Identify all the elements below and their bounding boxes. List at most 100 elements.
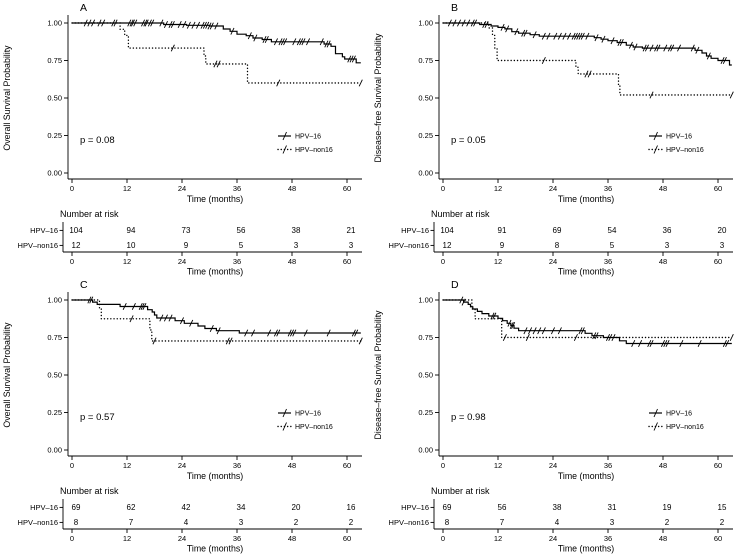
x-tick-label: 12 — [494, 461, 502, 470]
risk-count: 104 — [440, 226, 454, 235]
censor-tick — [663, 340, 668, 347]
censor-tick — [278, 38, 283, 46]
censor-tick — [605, 334, 611, 341]
risk-x-tick-label: 0 — [70, 534, 74, 543]
panel-letter: B — [451, 2, 458, 14]
y-axis-title: Overall Survival Probability — [2, 322, 12, 428]
censor-tick — [722, 340, 727, 347]
censor-tick — [141, 19, 146, 27]
legend-item: HPV–16 — [649, 131, 692, 141]
risk-count: 91 — [498, 226, 507, 235]
risk-x-tick-label: 0 — [441, 534, 445, 543]
risk-count: 3 — [720, 241, 725, 250]
risk-time-axis-title: Time (months) — [558, 267, 614, 277]
censor-tick — [113, 19, 118, 27]
km-series-hpvnon16 — [71, 22, 363, 87]
censor-tick — [216, 60, 221, 68]
censor-tick — [101, 19, 106, 27]
x-tick-label: 36 — [233, 461, 241, 470]
censor-tick — [619, 39, 624, 46]
panel-c-overall-survival: C Overall Survival Probability 1.00 0.75 0.5… — [2, 279, 363, 554]
censor-tick — [656, 44, 661, 52]
risk-count: 2 — [665, 518, 670, 527]
censor-tick — [550, 327, 556, 335]
risk-x-tick-label: 0 — [441, 257, 445, 266]
x-tick-label: 48 — [288, 184, 296, 193]
km-curve-dotted — [442, 299, 733, 339]
censor-tick — [521, 29, 526, 37]
risk-row-label: HPV–16 — [30, 226, 58, 235]
km-series-hpvnon16 — [442, 299, 734, 341]
censor-tick — [267, 329, 272, 337]
x-tick-label: 48 — [288, 461, 296, 470]
risk-x-tick-label: 36 — [233, 257, 241, 266]
censor-tick — [292, 329, 297, 337]
censor-tick — [541, 32, 546, 40]
risk-count: 21 — [347, 226, 356, 235]
censor-tick — [196, 21, 201, 29]
censor-tick — [228, 337, 233, 345]
censor-tick — [347, 55, 352, 63]
risk-count: 15 — [718, 503, 727, 512]
censor-tick — [324, 40, 329, 48]
y-tick-label: 0.25 — [47, 408, 62, 417]
censor-tick — [654, 44, 659, 52]
p-value-label: p = 0.57 — [80, 412, 115, 423]
risk-table-title: Number at risk — [431, 486, 490, 496]
legend-key-censor-slash — [653, 145, 658, 154]
censor-tick — [670, 44, 675, 52]
risk-x-tick-label: 60 — [343, 534, 351, 543]
legend-item: HPV–non16 — [277, 422, 333, 431]
censor-tick — [557, 327, 562, 335]
y-tick-label: 0.25 — [418, 131, 433, 140]
risk-count: 42 — [182, 503, 191, 512]
censor-tick — [319, 38, 324, 46]
censor-tick — [617, 39, 622, 46]
censor-tick — [130, 19, 135, 27]
censor-tick — [214, 22, 219, 30]
censor-tick — [594, 332, 599, 340]
risk-x-tick-label: 24 — [549, 257, 557, 266]
censor-tick — [209, 325, 214, 332]
risk-count: 73 — [182, 226, 191, 235]
risk-count: 12 — [72, 241, 81, 250]
censor-tick — [585, 32, 590, 40]
censor-tick — [502, 334, 507, 341]
censor-tick — [514, 28, 519, 36]
censor-tick — [131, 302, 136, 310]
risk-count: 5 — [239, 241, 244, 250]
censor-tick — [541, 57, 546, 64]
censor-tick — [213, 60, 218, 68]
censor-tick — [276, 79, 281, 87]
km-curve-solid — [443, 299, 732, 345]
censor-tick — [584, 70, 589, 78]
risk-count: 62 — [127, 503, 136, 512]
censor-tick — [264, 36, 269, 43]
risk-count: 4 — [184, 518, 189, 527]
censor-tick — [292, 38, 297, 46]
risk-row-label: HPV–non16 — [389, 241, 429, 250]
panel-letter: A — [80, 2, 87, 14]
censor-tick — [459, 296, 464, 304]
censor-tick — [301, 38, 306, 46]
censor-tick — [665, 340, 670, 347]
risk-x-tick-label: 24 — [178, 257, 186, 266]
censor-tick — [580, 32, 585, 40]
censor-tick — [326, 329, 331, 337]
y-tick-label: 1.00 — [418, 19, 433, 28]
censor-tick — [299, 38, 304, 46]
risk-x-tick-label: 24 — [178, 534, 186, 543]
censor-tick — [553, 32, 558, 40]
km-series-hpvnon16 — [442, 22, 734, 99]
legend-key-censor-slash — [282, 422, 287, 431]
risk-count: 69 — [72, 503, 81, 512]
censor-tick — [578, 32, 583, 40]
panel-d-disease-free-survival: D Disease–free Survival Probability 1.00 0.… — [373, 279, 734, 554]
censor-tick — [351, 329, 356, 337]
risk-x-tick-label: 0 — [70, 257, 74, 266]
legend-label: HPV–16 — [666, 411, 692, 418]
x-tick-label: 36 — [233, 184, 241, 193]
risk-time-axis-title: Time (months) — [187, 267, 243, 277]
risk-x-tick-label: 12 — [494, 257, 502, 266]
risk-count: 7 — [500, 518, 505, 527]
